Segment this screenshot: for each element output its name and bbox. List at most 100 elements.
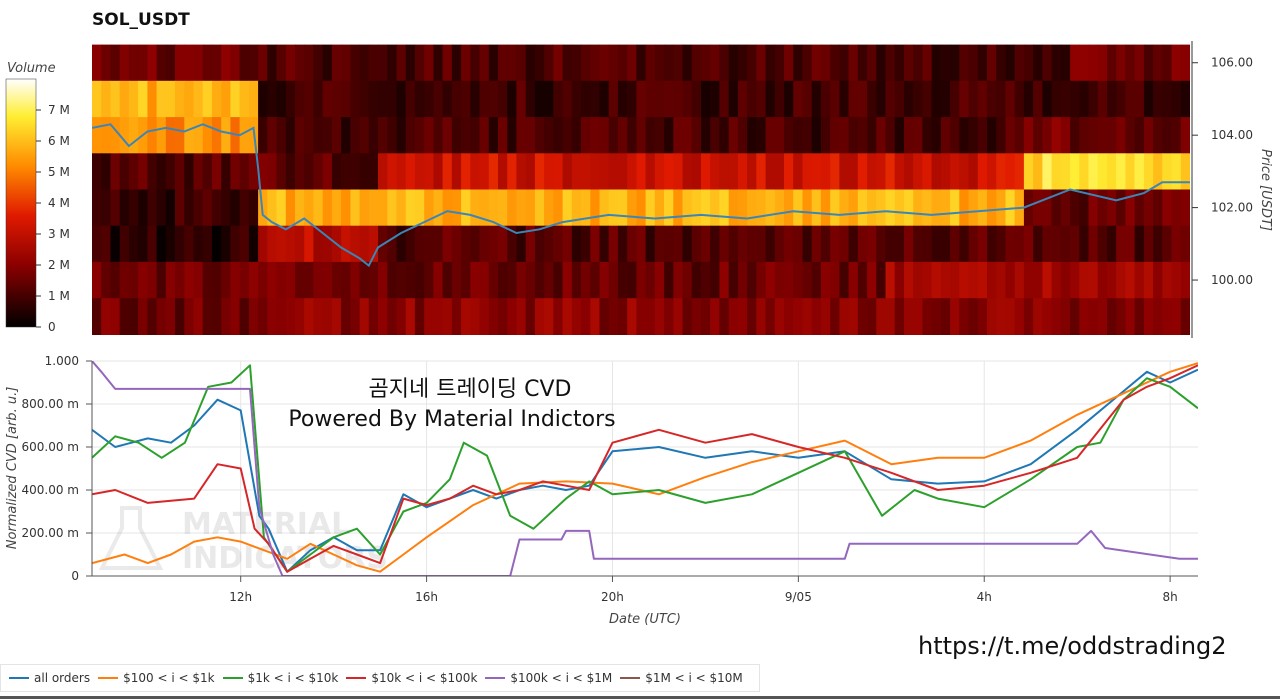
heatmap-cell — [479, 189, 490, 227]
heatmap-cell — [544, 117, 554, 154]
heatmap-cell — [442, 298, 453, 335]
heatmap-cell — [498, 261, 508, 299]
heatmap-cell — [1125, 80, 1136, 118]
heatmap-cell — [820, 225, 831, 263]
heatmap-cell — [258, 261, 268, 299]
heatmap-cell — [820, 117, 831, 154]
heatmap-cell — [498, 117, 508, 154]
heatmap-cell — [562, 44, 573, 82]
heatmap-cell — [1116, 153, 1126, 191]
heatmap-cell — [1134, 261, 1145, 299]
heatmap-cell — [599, 225, 610, 263]
heatmap-cell — [820, 261, 831, 299]
legend-item[interactable]: $100k < i < $1M — [485, 671, 612, 685]
legend-swatch — [485, 677, 506, 679]
heatmap-cell — [202, 80, 213, 118]
heatmap-cell — [470, 80, 481, 118]
heatmap-cell — [1107, 225, 1117, 263]
heatmap-cell — [959, 117, 970, 154]
heatmap-cell — [1097, 117, 1108, 154]
heatmap-cell — [341, 298, 351, 335]
heatmap-cell — [211, 80, 222, 118]
heatmap-cell — [101, 261, 111, 299]
heatmap-cell — [1051, 189, 1062, 227]
price-axis-title: Price [USDT] — [1258, 149, 1273, 231]
heatmap-cell — [544, 80, 554, 118]
heatmap-cell — [239, 261, 250, 299]
heatmap-cell — [414, 189, 425, 227]
heatmap-cell — [350, 298, 361, 335]
heatmap-cell — [950, 189, 960, 227]
heatmap-cell — [1134, 189, 1145, 227]
heatmap-cell — [1097, 153, 1108, 191]
heatmap-cell — [331, 44, 342, 82]
legend-item[interactable]: $100 < i < $1k — [98, 671, 215, 685]
heatmap-cell — [341, 261, 351, 299]
heatmap-cell — [885, 44, 896, 82]
heatmap-cell — [728, 261, 739, 299]
heatmap-cell — [1171, 225, 1182, 263]
flask-icon — [98, 506, 164, 570]
heatmap-cell — [562, 80, 573, 118]
cvd-series-line — [92, 361, 1198, 576]
heatmap-cell — [313, 261, 324, 299]
heatmap-cell — [820, 153, 831, 191]
legend-item[interactable]: $1k < i < $10k — [222, 671, 338, 685]
heatmap-cell — [1171, 298, 1182, 335]
heatmap-cell — [922, 153, 933, 191]
heatmap-cell — [138, 189, 148, 227]
heatmap-cell — [138, 80, 148, 118]
heatmap-cell — [950, 298, 960, 335]
heatmap-cell — [276, 117, 287, 154]
heatmap-cell — [737, 117, 748, 154]
heatmap-cell — [876, 261, 887, 299]
heatmap-cell — [1134, 298, 1145, 335]
heatmap-cell — [820, 80, 831, 118]
heatmap-cell — [599, 117, 610, 154]
heatmap-cell — [442, 261, 453, 299]
heatmap-cell — [682, 298, 693, 335]
heatmap-cell — [608, 80, 619, 118]
legend-item[interactable]: $10k < i < $100k — [346, 671, 477, 685]
heatmap-cell — [737, 261, 748, 299]
heatmap-cell — [1079, 189, 1090, 227]
heatmap-cell — [304, 189, 314, 227]
heatmap-cell — [747, 44, 757, 82]
telegram-url[interactable]: https://t.me/oddstrading2 — [918, 632, 1227, 660]
heatmap-cell — [931, 153, 942, 191]
heatmap-cell — [507, 44, 517, 82]
heatmap-cell — [931, 44, 942, 82]
legend-item[interactable]: $1M < i < $10M — [620, 671, 743, 685]
heatmap-cell — [1023, 153, 1034, 191]
heatmap-cell — [774, 189, 785, 227]
heatmap-cell — [221, 298, 231, 335]
heatmap-cell — [728, 44, 739, 82]
heatmap-cell — [599, 153, 610, 191]
heatmap-cell — [1023, 225, 1034, 263]
heatmap-cell — [193, 117, 204, 154]
heatmap-cell — [876, 298, 887, 335]
heatmap-cell — [1070, 153, 1080, 191]
heatmap-cell — [1005, 225, 1016, 263]
heatmap-cell — [627, 80, 637, 118]
heatmap-cell — [119, 44, 130, 82]
heatmap-cell — [553, 117, 564, 154]
heatmap-cell — [617, 153, 628, 191]
heatmap-cell — [184, 189, 195, 227]
heatmap-cell — [470, 225, 481, 263]
heatmap-cell — [1051, 153, 1062, 191]
heatmap-cell — [396, 153, 407, 191]
heatmap-cell — [138, 153, 148, 191]
heatmap-cell — [968, 117, 979, 154]
heatmap-cell — [765, 153, 776, 191]
heatmap-cell — [1180, 80, 1190, 118]
heatmap-cell — [793, 189, 803, 227]
heatmap-cell — [940, 261, 951, 299]
heatmap-cell — [959, 298, 970, 335]
heatmap-cell — [1162, 261, 1173, 299]
legend-item[interactable]: all orders — [9, 671, 90, 685]
heatmap-cell — [1042, 189, 1053, 227]
heatmap-cell — [1134, 225, 1145, 263]
heatmap-cell — [1153, 298, 1163, 335]
heatmap-cell — [405, 261, 416, 299]
